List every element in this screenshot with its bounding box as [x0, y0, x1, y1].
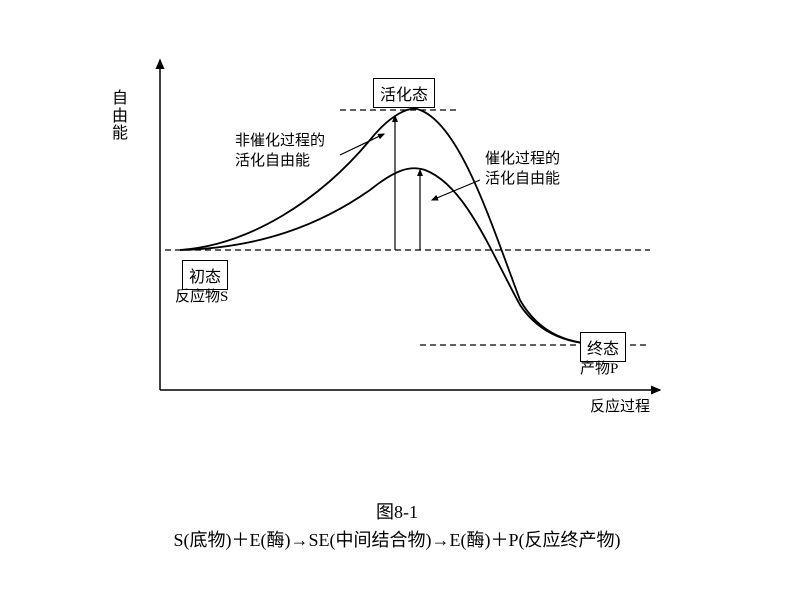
label-initial-state: 初态	[182, 260, 228, 290]
pointer-catalyzed	[432, 180, 480, 200]
diagram-svg	[120, 50, 680, 450]
energy-diagram: 活化态 初态 终态 自由能 反应过程 反应物S 产物P 非催化过程的 活化自由能…	[120, 50, 680, 450]
label-product: 产物P	[580, 360, 618, 380]
label-final-state: 终态	[580, 332, 626, 362]
label-catalyzed-line1: 催化过程的	[485, 151, 560, 167]
label-catalyzed-energy: 催化过程的 活化自由能	[485, 150, 560, 189]
label-catalyzed-line2: 活化自由能	[485, 171, 560, 187]
x-axis-label: 反应过程	[590, 398, 650, 418]
label-uncatalyzed-energy: 非催化过程的 活化自由能	[235, 132, 325, 171]
figure-number: 图8-1	[0, 498, 794, 524]
label-activated-state: 活化态	[373, 78, 435, 108]
label-uncatalyzed-line2: 活化自由能	[235, 153, 310, 169]
label-reactant: 反应物S	[175, 288, 228, 308]
pointer-uncatalyzed	[340, 134, 384, 155]
y-axis-label: 自由能	[112, 90, 128, 143]
label-uncatalyzed-line1: 非催化过程的	[235, 133, 325, 149]
equation-caption: S(底物)＋E(酶)→SE(中间结合物)→E(酶)＋P(反应终产物)	[0, 526, 794, 552]
